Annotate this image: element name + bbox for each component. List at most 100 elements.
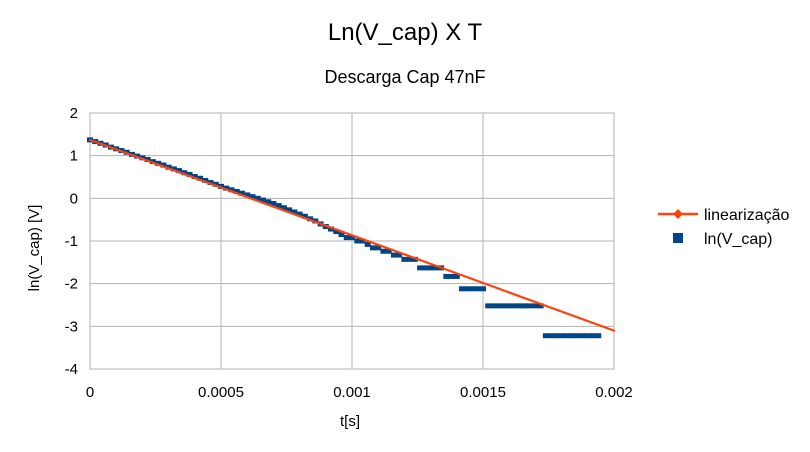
legend-square-marker: [673, 233, 683, 243]
data-point: [532, 303, 539, 309]
data-point: [207, 180, 214, 186]
data-point: [527, 303, 534, 309]
legend-label-ln-vcap: ln(V_cap): [704, 231, 772, 248]
x-axis-ticks: 0 0.0005 0.001 0.0015 0.002: [86, 384, 633, 401]
data-point: [328, 226, 335, 232]
data-point: [301, 213, 308, 219]
data-point: [354, 238, 361, 244]
data-point: [542, 333, 549, 339]
data-point: [480, 286, 486, 292]
data-point: [160, 162, 167, 168]
data-point: [485, 303, 492, 309]
data-point: [511, 303, 518, 309]
data-point: [228, 187, 235, 193]
y-tick-label: 0: [70, 190, 78, 207]
legend: linearização ln(V_cap): [658, 207, 789, 248]
data-point: [500, 303, 507, 309]
data-point: [448, 273, 455, 279]
data-point: [411, 256, 418, 262]
data-point: [155, 160, 162, 166]
plot-area-border: [89, 112, 615, 370]
data-point: [275, 203, 282, 209]
data-point: [427, 265, 434, 271]
y-tick-label: 1: [70, 148, 78, 165]
data-point: [548, 333, 555, 339]
data-point: [537, 303, 544, 309]
data-point: [432, 265, 439, 271]
data-point: [469, 286, 476, 292]
data-point: [553, 333, 560, 339]
data-point: [144, 157, 151, 163]
data-point: [380, 248, 387, 254]
data-point: [422, 265, 429, 271]
data-point: [401, 256, 408, 262]
data-point: [265, 199, 272, 205]
data-point: [244, 192, 251, 198]
y-axis-ticks: 2 1 0 -1 -2 -3 -4: [65, 105, 78, 378]
data-point: [417, 265, 424, 271]
x-tick-label: 0.0015: [460, 384, 506, 401]
legend-label-linearizacao: linearização: [704, 207, 789, 224]
data-point: [186, 171, 193, 177]
data-point: [453, 273, 460, 279]
data-point: [176, 168, 183, 174]
y-tick-label: -3: [65, 318, 78, 335]
data-point: [490, 303, 497, 309]
data-point: [223, 185, 230, 191]
data-point: [259, 197, 266, 203]
data-point: [474, 286, 481, 292]
data-point: [170, 166, 177, 172]
data-point: [406, 256, 413, 262]
data-point: [181, 170, 188, 176]
data-point: [254, 195, 261, 201]
data-point: [506, 303, 513, 309]
data-point: [218, 183, 224, 189]
data-point: [270, 200, 277, 206]
data-point: [165, 164, 172, 170]
x-tick-label: 0.002: [595, 384, 633, 401]
x-tick-label: 0.0005: [198, 384, 244, 401]
data-point: [359, 238, 366, 244]
data-point: [349, 235, 355, 241]
data-point: [333, 229, 340, 235]
legend-diamond-marker: [673, 209, 683, 219]
data-point: [202, 177, 209, 183]
grid-lines: [89, 112, 615, 370]
data-point: [296, 211, 303, 217]
series-linearizacao: [88, 138, 616, 332]
data-point: [495, 303, 502, 309]
data-point: [369, 245, 376, 251]
linear-fit-line: [88, 138, 616, 332]
data-point: [558, 333, 565, 339]
data-point: [375, 245, 382, 251]
data-point: [191, 174, 198, 180]
data-point: [516, 303, 523, 309]
data-point: [396, 252, 403, 258]
data-point: [385, 248, 392, 254]
data-point: [343, 235, 350, 241]
data-point: [197, 175, 204, 181]
data-point: [459, 286, 466, 292]
y-tick-label: -1: [65, 233, 78, 250]
data-point: [233, 189, 240, 195]
data-point: [364, 241, 371, 247]
data-point: [390, 252, 397, 258]
data-point: [464, 286, 471, 292]
data-point: [521, 303, 528, 309]
data-point: [574, 333, 581, 339]
data-point: [286, 207, 293, 213]
x-tick-label: 0.001: [333, 384, 371, 401]
x-tick-label: 0: [86, 384, 94, 401]
chart-title: Ln(V_cap) X T: [328, 19, 483, 46]
data-point: [212, 181, 219, 187]
data-point: [595, 333, 602, 339]
data-point: [569, 333, 576, 339]
y-tick-label: 2: [70, 105, 78, 122]
y-axis-label: ln(V_cap) [V]: [26, 205, 43, 292]
data-point: [590, 333, 597, 339]
chart-subtitle: Descarga Cap 47nF: [324, 67, 485, 87]
data-point: [579, 333, 586, 339]
y-tick-label: -4: [65, 361, 78, 378]
data-point: [584, 333, 591, 339]
